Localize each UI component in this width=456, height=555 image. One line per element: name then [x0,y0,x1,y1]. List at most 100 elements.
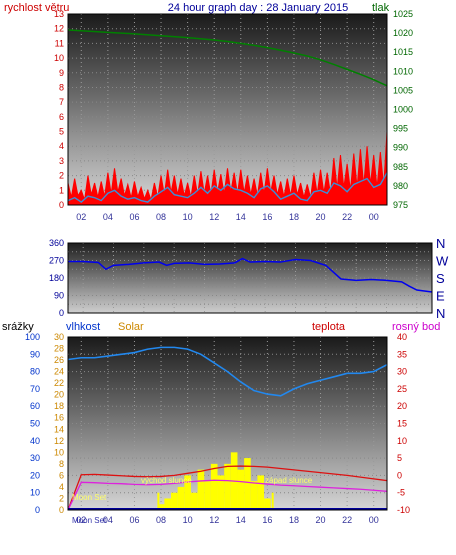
right-axis-title-pressure: tlak [372,2,390,14]
chart-title: 24 hour graph day : 28 January 2015 [168,2,348,14]
x-tick-label-wind: 08 [156,212,166,222]
series-humidity [67,346,388,397]
solar-bar [171,492,178,510]
left-tick-label-rain: 40 [30,436,40,446]
left-tick-label-rain: 70 [30,384,40,394]
solar-bar [204,481,211,510]
left-tick-label-rain: 0 [35,505,40,515]
left-tick-label-wind: 12 [54,24,64,34]
left-tick-label-solar: 0 [59,505,64,515]
left-tick-label-wind: 5 [59,127,64,137]
x-tick-label-temperature: 00 [369,515,379,525]
x-tick-label-wind: 04 [103,212,113,222]
x-tick-label-wind: 16 [262,212,272,222]
left-tick-label-wind: 4 [59,141,64,151]
solar-bar [237,469,245,510]
right-tick-label-pressure: 1025 [393,9,413,19]
annotation-sunset: západ slunce [265,476,313,485]
left-tick-label-wind: 11 [55,38,64,48]
solar-bar [257,475,265,510]
x-tick-label-wind: 06 [129,212,139,222]
solar-bar [224,463,231,510]
solar-bar [244,458,251,510]
left-tick-label-solar: 2 [59,493,64,503]
left-tick-label-rain: 20 [30,470,40,480]
right-tick-label-temperature: 5 [397,453,402,463]
left-tick-label-solar: 4 [59,482,64,492]
compass-label: S [436,271,445,286]
right-tick-label-pressure: 1015 [393,47,413,57]
left-tick-label-direction: 360 [49,238,64,248]
left-tick-label-direction: 0 [59,308,64,318]
label-teplota: teplota [312,321,346,333]
left-tick-label-direction: 270 [49,256,64,266]
x-tick-label-temperature: 16 [262,515,272,525]
solar-bar [164,498,172,510]
left-tick-label-rain: 100 [25,332,40,342]
right-tick-label-pressure: 1005 [393,85,413,95]
left-tick-label-direction: 180 [49,273,64,283]
solar-bar [217,475,225,510]
left-tick-label-wind: 13 [54,9,64,19]
series-temperature [67,465,388,511]
right-tick-label-temperature: 10 [397,436,407,446]
x-tick-label-temperature: 18 [289,515,299,525]
plot-frame-direction [67,242,433,314]
x-tick-label-wind: 12 [209,212,219,222]
x-tick-label-temperature: 14 [236,515,246,525]
left-tick-label-rain: 90 [30,349,40,359]
solar-bar [250,481,258,510]
x-tick-label-wind: 18 [289,212,299,222]
left-tick-label-solar: 26 [54,355,64,365]
x-tick-label-temperature: 04 [103,515,113,525]
solar-bar [264,498,271,510]
left-tick-label-rain: 80 [30,367,40,377]
left-tick-label-solar: 6 [59,470,64,480]
series-wind [67,172,388,203]
x-tick-label-temperature: 20 [316,515,326,525]
right-tick-label-temperature: 35 [397,349,407,359]
x-tick-label-wind: 10 [183,212,193,222]
left-tick-label-rain: 50 [30,419,40,429]
compass-label: E [436,289,445,304]
left-tick-label-wind: 1 [59,185,64,195]
right-tick-label-pressure: 995 [393,124,408,134]
label-srazky: srážky [2,321,34,333]
left-tick-label-wind: 8 [59,82,64,92]
compass-label: N [436,306,445,321]
series-dew-point [67,479,388,511]
right-tick-label-temperature: 40 [397,332,407,342]
right-tick-label-pressure: 975 [393,200,408,210]
solar-bar [197,469,205,510]
x-tick-label-wind: 14 [236,212,246,222]
solar-bar [157,504,165,510]
right-tick-label-pressure: 1020 [393,28,413,38]
right-tick-label-pressure: 985 [393,162,408,172]
left-tick-label-solar: 20 [54,390,64,400]
x-tick-label-temperature: 06 [129,515,139,525]
x-tick-label-temperature: 08 [156,515,166,525]
compass-label: N [436,236,445,251]
right-tick-label-temperature: 15 [397,419,407,429]
compass-label: W [436,254,449,269]
right-tick-label-temperature: 20 [397,401,407,411]
left-tick-label-solar: 8 [59,459,64,469]
plot-frame-wind [67,13,388,206]
left-tick-label-wind: 2 [59,171,64,181]
left-tick-label-wind: 9 [59,68,64,78]
left-tick-label-solar: 12 [54,436,64,446]
x-tick-label-wind: 00 [369,212,379,222]
label-vlhkost: vlhkost [66,321,100,333]
right-tick-label-temperature: 0 [397,470,402,480]
left-tick-label-solar: 16 [54,413,64,423]
series-pressure [67,29,388,87]
left-tick-label-solar: 18 [54,401,64,411]
right-tick-label-pressure: 1010 [393,66,413,76]
left-tick-label-direction: 90 [54,291,64,301]
x-tick-label-temperature: 10 [183,515,193,525]
left-tick-label-rain: 60 [30,401,40,411]
left-tick-label-rain: 30 [30,453,40,463]
solar-bar [177,486,185,510]
annotation-moonset-1: Moon Set [72,493,107,502]
